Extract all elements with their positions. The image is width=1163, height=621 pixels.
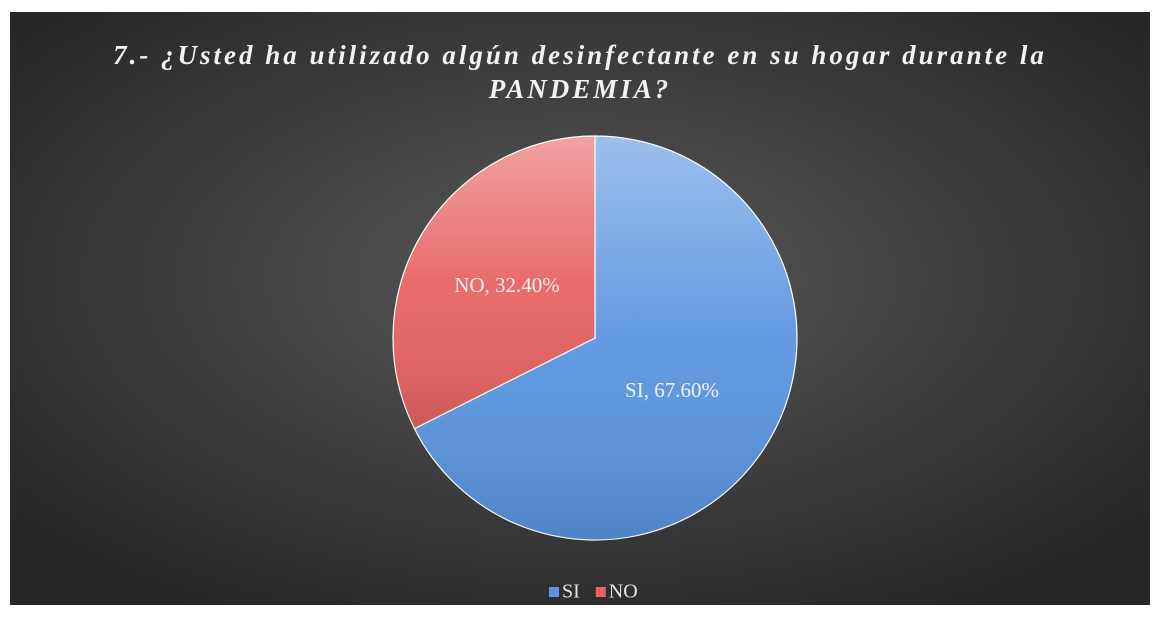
chart-title: 7.- ¿Usted ha utilizado algún desinfecta… bbox=[113, 40, 1047, 104]
data-label: SI, 67.60% bbox=[625, 378, 719, 402]
data-label: NO, 32.40% bbox=[454, 273, 560, 297]
slice-shade bbox=[393, 136, 595, 429]
data-labels: SI, 67.60% NO, 32.40% bbox=[454, 273, 719, 402]
legend: SI NO bbox=[549, 581, 638, 603]
slice-shade bbox=[414, 136, 798, 540]
pie bbox=[392, 135, 798, 541]
legend-label: NO bbox=[609, 581, 638, 603]
legend-label: SI bbox=[562, 581, 580, 603]
legend-swatch bbox=[595, 587, 606, 597]
legend-swatch bbox=[549, 587, 559, 597]
